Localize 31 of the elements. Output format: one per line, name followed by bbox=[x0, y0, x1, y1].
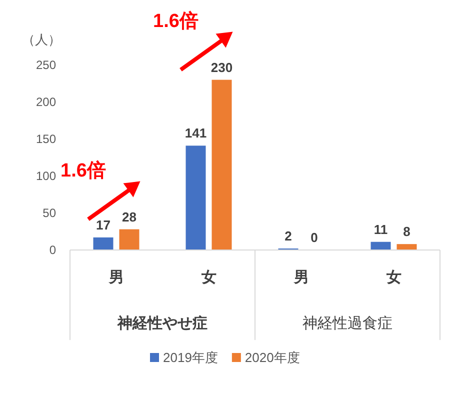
y-tick-label: 0 bbox=[49, 243, 56, 257]
text: 神経性やせ症 bbox=[116, 315, 208, 332]
text: 神経性過食症 bbox=[302, 315, 392, 332]
y-tick-label: 50 bbox=[42, 206, 56, 220]
x-tick-label: 女 bbox=[200, 269, 216, 286]
data-label: 230 bbox=[210, 60, 233, 75]
data-label: 2 bbox=[284, 228, 292, 244]
bar bbox=[212, 80, 232, 250]
x-tick-label: 女 bbox=[385, 269, 402, 286]
data-label: 0 bbox=[310, 230, 318, 245]
data-label: 11 bbox=[374, 222, 388, 237]
x-tick-label: 男 bbox=[292, 269, 309, 286]
y-tick-label: 150 bbox=[36, 132, 56, 146]
text: 1.6倍 bbox=[153, 10, 198, 32]
y-tick-label: 200 bbox=[36, 95, 56, 109]
y-tick-label: 250 bbox=[36, 58, 56, 72]
data-label: 28 bbox=[122, 209, 136, 224]
y-tick-label: 100 bbox=[36, 169, 56, 183]
y-axis-title: （人） bbox=[22, 32, 61, 47]
x-tick-label: 男 bbox=[108, 269, 124, 286]
data-label: 17 bbox=[96, 217, 110, 232]
annotation: 1.6倍 bbox=[60, 159, 106, 182]
bar bbox=[396, 244, 417, 250]
bar bbox=[93, 237, 114, 250]
legend-label: 2020年度 bbox=[244, 350, 300, 365]
bar bbox=[119, 229, 140, 250]
bar bbox=[370, 242, 391, 250]
legend-label: 2019年度 bbox=[163, 350, 218, 365]
bar bbox=[186, 146, 206, 250]
data-label: 141 bbox=[184, 126, 207, 141]
data-label: 8 bbox=[403, 224, 410, 240]
